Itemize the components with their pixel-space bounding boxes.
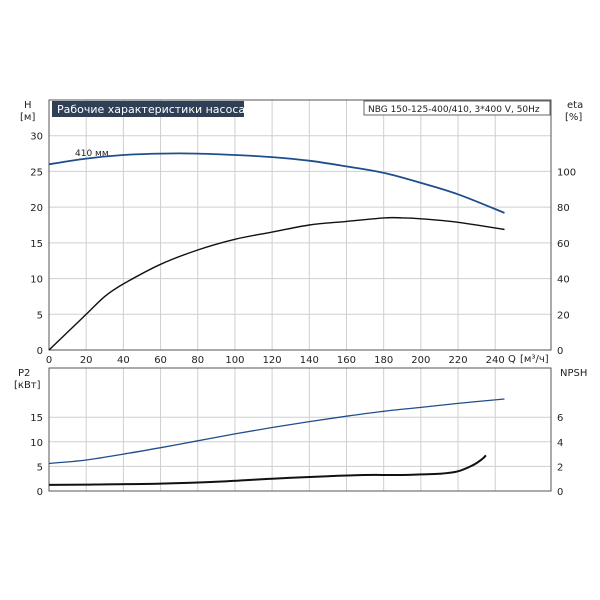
npsh-curve xyxy=(48,454,487,486)
y-tick-label-p2: 0 xyxy=(37,487,43,498)
y-axis-label-p2: P2 xyxy=(18,368,30,379)
y-tick-label-h: 20 xyxy=(30,203,43,214)
x-tick-label: 80 xyxy=(191,355,204,366)
series-layer xyxy=(48,152,505,486)
y-tick-label-npsh: 4 xyxy=(557,438,563,449)
y-axis-unit-h: [м] xyxy=(20,112,35,123)
y-tick-label-npsh: 2 xyxy=(557,462,563,473)
chart-subtitle: NBG 150-125-400/410, 3*400 V, 50Hz xyxy=(368,105,540,115)
chart-title: Рабочие характеристики насоса xyxy=(57,103,245,116)
x-tick-label: 0 xyxy=(46,355,52,366)
y-tick-label-h: 10 xyxy=(30,275,43,286)
top-chart-frame xyxy=(48,99,552,351)
x-tick-label: 240 xyxy=(486,355,505,366)
bottom-chart-grid xyxy=(48,368,551,492)
chart-title-box xyxy=(52,101,244,117)
x-axis-label-q: Q xyxy=(508,354,516,365)
x-tick-label: 100 xyxy=(225,355,244,366)
y-axis-label-npsh: NPSH xyxy=(560,368,587,379)
y-tick-label-eta: 0 xyxy=(557,346,563,357)
x-axis-unit-q: [м³/ч] xyxy=(520,354,549,365)
chart-subtitle-box xyxy=(363,100,551,116)
y-axis-label-eta: eta xyxy=(567,100,583,111)
x-tick-label: 40 xyxy=(117,355,130,366)
y-tick-label-p2: 15 xyxy=(30,413,43,424)
tick-labels: 0 20 40 60 80 100 120 140 160 180 200 220 2400510152… xyxy=(30,132,576,498)
x-tick-label: 60 xyxy=(154,355,167,366)
y-tick-label-h: 25 xyxy=(30,167,43,178)
y-axis-unit-eta: [%] xyxy=(565,112,582,123)
power-p2-curve xyxy=(48,398,505,465)
y-tick-label-h: 30 xyxy=(30,132,43,143)
y-tick-label-eta: 20 xyxy=(557,310,570,321)
y-tick-label-h: 0 xyxy=(37,346,43,357)
x-tick-label: 220 xyxy=(448,355,467,366)
y-tick-label-h: 15 xyxy=(30,239,43,250)
curve-annotation-410: 410 мм xyxy=(75,149,109,159)
x-tick-label: 120 xyxy=(263,355,282,366)
y-tick-label-p2: 10 xyxy=(30,438,43,449)
x-tick-label: 20 xyxy=(80,355,93,366)
y-axis-label-h: H xyxy=(24,100,32,111)
y-tick-label-eta: 100 xyxy=(557,167,576,178)
head-curve-410 xyxy=(48,152,505,214)
y-tick-label-eta: 60 xyxy=(557,239,570,250)
y-tick-label-npsh: 0 xyxy=(557,487,563,498)
x-tick-label: 160 xyxy=(337,355,356,366)
y-tick-label-h: 5 xyxy=(37,310,43,321)
y-tick-label-npsh: 6 xyxy=(557,413,563,424)
x-tick-label: 200 xyxy=(411,355,430,366)
x-tick-label: 180 xyxy=(374,355,393,366)
y-tick-label-eta: 80 xyxy=(557,203,570,214)
y-tick-label-eta: 40 xyxy=(557,275,570,286)
y-tick-label-p2: 5 xyxy=(37,462,43,473)
bottom-chart-frame xyxy=(48,367,552,492)
y-axis-unit-p2: [кВт] xyxy=(14,380,41,391)
efficiency-curve xyxy=(48,216,505,351)
x-tick-label: 140 xyxy=(300,355,319,366)
